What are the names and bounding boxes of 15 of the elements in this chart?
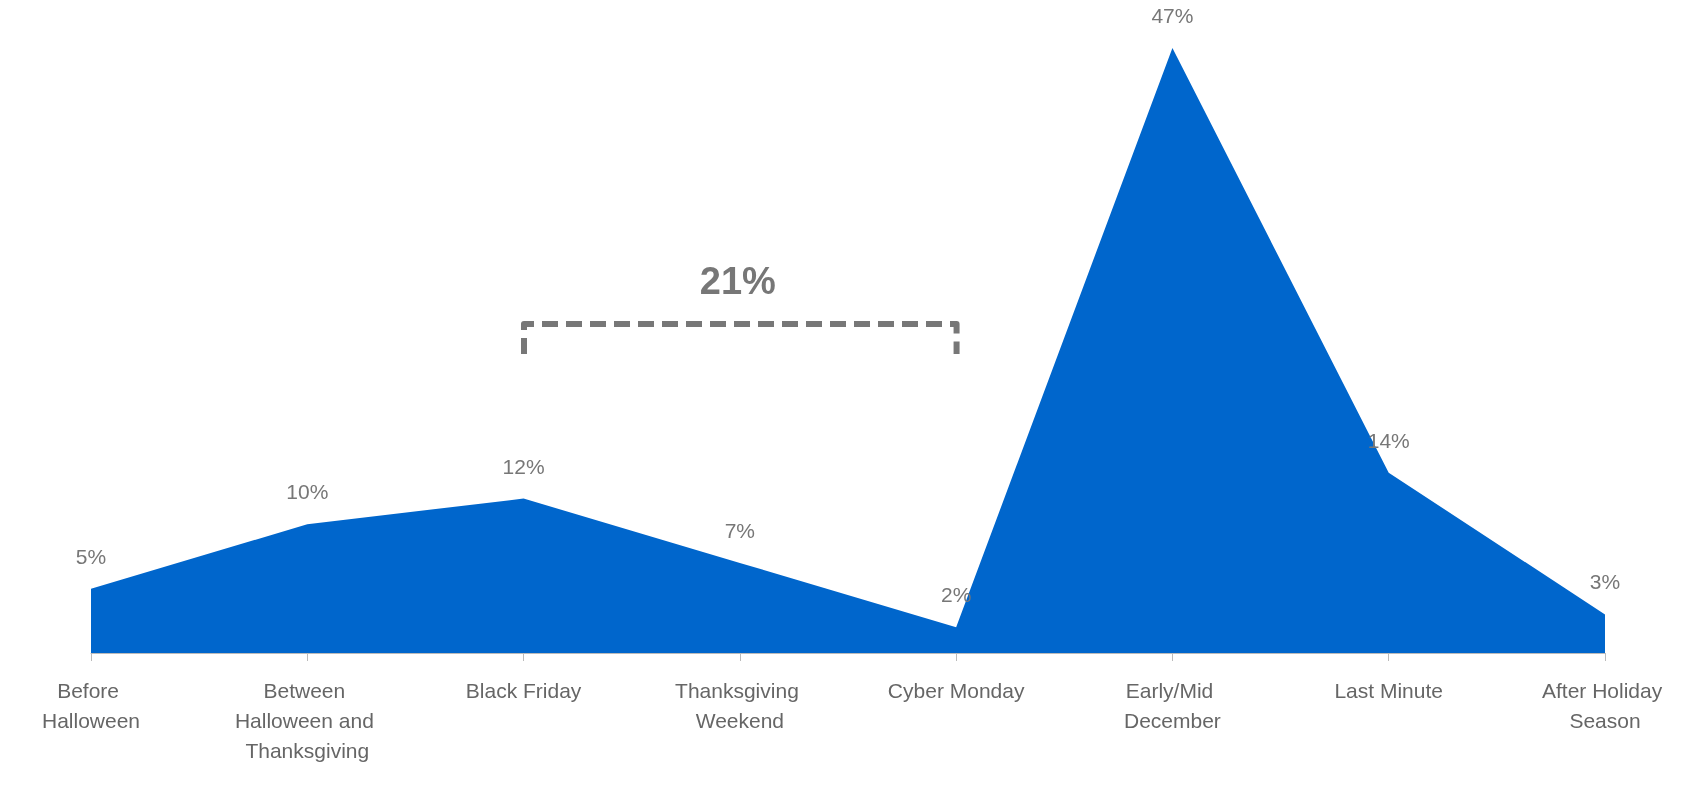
x-tick-label: Last Minute [1334,678,1443,702]
data-label: 5% [75,544,107,568]
data-label: 10% [286,480,329,504]
x-tick-label: After Holiday Season [1541,678,1669,732]
x-tick-label: Between Halloween and Thanksgiving [234,678,380,762]
annotation: 21% [699,260,776,303]
x-tick-label: Thanksgiving Weekend [675,678,805,732]
x-tick-label: Early/Mid December [1123,678,1221,732]
data-label: 3% [1589,570,1621,594]
data-label: 7% [724,518,756,542]
x-tick-label: Cyber Monday [887,678,1025,702]
data-label: 47% [1151,4,1194,27]
x-tick-label: Before Halloween [41,678,141,732]
x-tick-label: Black Friday [465,678,582,702]
data-label: 12% [502,454,545,478]
